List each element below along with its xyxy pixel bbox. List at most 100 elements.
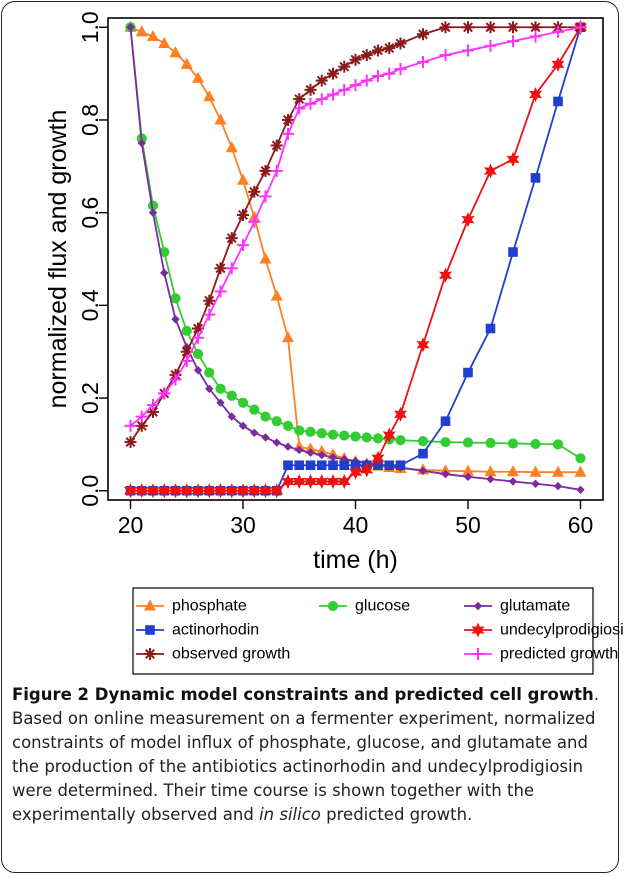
data-point bbox=[349, 53, 362, 66]
legend: phosphate glucose glutamate actinorhodin und… bbox=[132, 587, 624, 675]
data-point bbox=[441, 469, 450, 479]
data-point bbox=[417, 56, 429, 69]
data-point bbox=[225, 232, 238, 245]
figure-caption: Figure 2 Dynamic model constraints and p… bbox=[12, 685, 600, 824]
data-point bbox=[462, 21, 474, 34]
data-point bbox=[249, 404, 260, 415]
data-point bbox=[531, 479, 540, 488]
data-point bbox=[248, 185, 261, 198]
data-point bbox=[271, 416, 282, 427]
data-point bbox=[360, 74, 373, 87]
data-point bbox=[170, 293, 181, 304]
data-point bbox=[507, 35, 519, 48]
data-point bbox=[294, 425, 305, 436]
data-point bbox=[484, 465, 497, 477]
data-point bbox=[270, 289, 283, 301]
data-point bbox=[214, 262, 227, 275]
data-point bbox=[282, 113, 294, 126]
legend-marker bbox=[144, 648, 156, 660]
data-point bbox=[282, 420, 294, 431]
data-point bbox=[158, 36, 171, 48]
data-point bbox=[394, 62, 407, 75]
data-point bbox=[349, 79, 362, 92]
data-point bbox=[158, 387, 171, 400]
data-point bbox=[203, 90, 216, 102]
legend-marker bbox=[327, 600, 339, 612]
legend-item: observed growth bbox=[136, 646, 290, 663]
data-point bbox=[193, 366, 203, 375]
data-point bbox=[305, 460, 316, 471]
data-point bbox=[306, 448, 315, 457]
data-point bbox=[203, 294, 216, 307]
data-point bbox=[292, 473, 306, 489]
data-point bbox=[372, 44, 384, 57]
data-point bbox=[205, 384, 214, 393]
data-point bbox=[169, 46, 182, 58]
data-point bbox=[135, 483, 149, 499]
series-line bbox=[130, 27, 582, 492]
data-point bbox=[192, 71, 204, 83]
data-point bbox=[181, 325, 192, 336]
data-point bbox=[328, 460, 338, 471]
data-point bbox=[463, 472, 473, 482]
data-point bbox=[191, 483, 205, 499]
data-point bbox=[259, 164, 272, 177]
data-point bbox=[462, 464, 474, 476]
legend-label: predicted growth bbox=[500, 646, 618, 663]
data-point bbox=[171, 315, 180, 324]
data-point bbox=[339, 430, 350, 441]
data-point bbox=[530, 173, 541, 183]
caption-italic: in silico bbox=[259, 805, 321, 824]
data-point bbox=[237, 173, 249, 185]
x-tick-label: 40 bbox=[343, 512, 369, 538]
legend-label: phosphate bbox=[172, 598, 247, 615]
data-point bbox=[124, 419, 137, 432]
data-point bbox=[338, 83, 351, 96]
data-point bbox=[250, 428, 259, 437]
data-point bbox=[304, 97, 317, 110]
x-axis-label: time (h) bbox=[313, 546, 398, 574]
data-point bbox=[439, 267, 452, 283]
data-point bbox=[315, 93, 328, 106]
data-point bbox=[552, 439, 564, 450]
data-point bbox=[553, 96, 563, 107]
data-point bbox=[553, 481, 563, 491]
data-point bbox=[216, 398, 225, 407]
data-point bbox=[485, 323, 496, 334]
data-point bbox=[157, 483, 171, 499]
data-point bbox=[192, 331, 204, 344]
data-point bbox=[261, 433, 270, 442]
legend-marker bbox=[472, 648, 484, 660]
data-point bbox=[486, 474, 495, 484]
data-point bbox=[316, 460, 327, 471]
data-point bbox=[349, 464, 362, 480]
data-point bbox=[225, 141, 238, 153]
data-point bbox=[418, 466, 428, 476]
data-point bbox=[327, 67, 339, 80]
data-point bbox=[283, 442, 293, 451]
chart: 20 30 40 50 60 0.0 0.2 0.4 0.6 0.8 1.0 time (h) no… bbox=[44, 11, 624, 675]
data-point bbox=[484, 39, 497, 52]
data-point bbox=[180, 57, 193, 69]
data-point bbox=[440, 416, 451, 427]
data-point bbox=[203, 308, 216, 321]
legend-item: glucose bbox=[319, 598, 410, 615]
series-line bbox=[129, 27, 581, 491]
y-tick-label: 1.0 bbox=[77, 11, 103, 43]
data-point bbox=[529, 465, 542, 477]
data-point bbox=[202, 483, 216, 499]
series-glutamate bbox=[126, 23, 585, 495]
data-point bbox=[394, 37, 407, 50]
data-point bbox=[339, 460, 350, 471]
data-point bbox=[283, 460, 293, 471]
data-point bbox=[508, 247, 518, 257]
data-point bbox=[180, 354, 193, 367]
data-point bbox=[371, 450, 385, 466]
data-point bbox=[439, 49, 452, 62]
legend-item: actinorhodin bbox=[136, 622, 259, 639]
data-point bbox=[416, 337, 430, 353]
data-point bbox=[304, 83, 317, 96]
data-point bbox=[440, 436, 451, 448]
data-point bbox=[439, 464, 452, 476]
